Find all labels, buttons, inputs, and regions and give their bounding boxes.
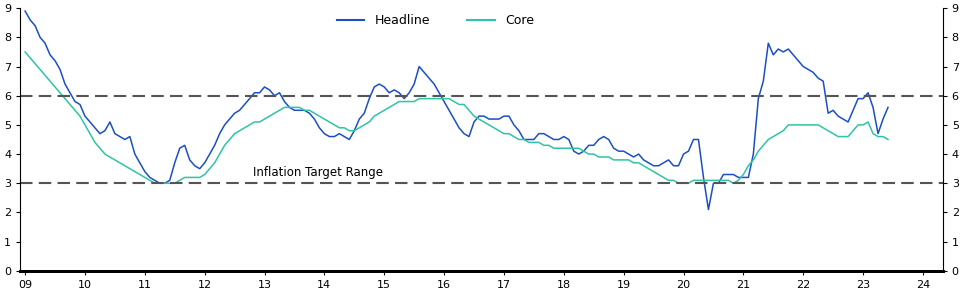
- Legend: Headline, Core: Headline, Core: [332, 9, 539, 32]
- Text: Inflation Target Range: Inflation Target Range: [252, 166, 382, 179]
